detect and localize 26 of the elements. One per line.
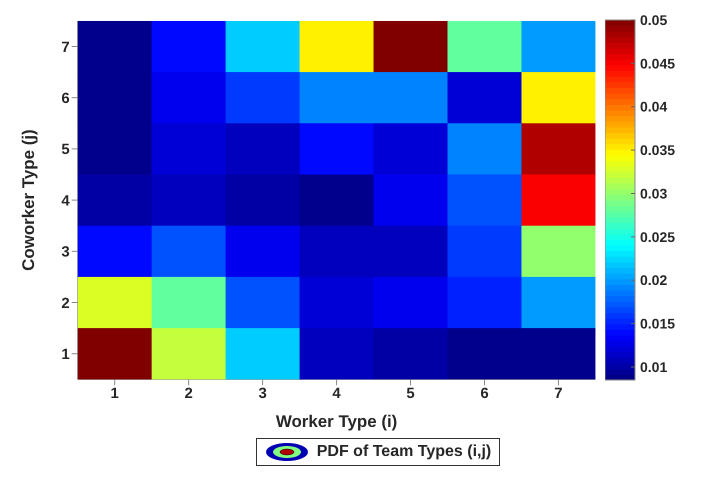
color-bar-label: 0.025 <box>640 228 676 245</box>
y-tick-label: 5 <box>61 141 70 158</box>
color-bar-label: 0.035 <box>640 142 676 158</box>
y-tick-label: 1 <box>61 346 70 364</box>
x-tick-label: 4 <box>332 384 342 402</box>
color-bar-label: 0.05 <box>640 12 668 28</box>
x-tick-label: 2 <box>184 384 193 402</box>
x-tick-label: 3 <box>258 384 267 402</box>
x-axis-title: Worker Type (i) <box>276 412 398 432</box>
legend-title: PDF of Team Types (i,j) <box>316 443 492 461</box>
y-tick-label: 6 <box>61 90 70 107</box>
color-bar-label: 0.01 <box>640 358 668 375</box>
x-tick-label: 1 <box>110 384 119 402</box>
x-tick-label: 7 <box>554 384 563 402</box>
x-tick-label: 5 <box>406 384 415 402</box>
color-bar-label: 0.03 <box>640 185 668 202</box>
y-tick-label: 7 <box>61 38 70 56</box>
y-tick-label: 3 <box>61 244 70 261</box>
y-tick-label: 2 <box>61 294 70 312</box>
color-bar-label: 0.015 <box>640 316 676 332</box>
x-tick-label: 6 <box>480 384 489 402</box>
y-tick-label: 4 <box>61 192 70 210</box>
color-bar-label: 0.02 <box>640 272 668 288</box>
color-bar-label: 0.045 <box>640 55 676 72</box>
color-bar-label: 0.04 <box>640 98 668 115</box>
y-axis-title: Coworker Type (j) <box>18 129 38 271</box>
